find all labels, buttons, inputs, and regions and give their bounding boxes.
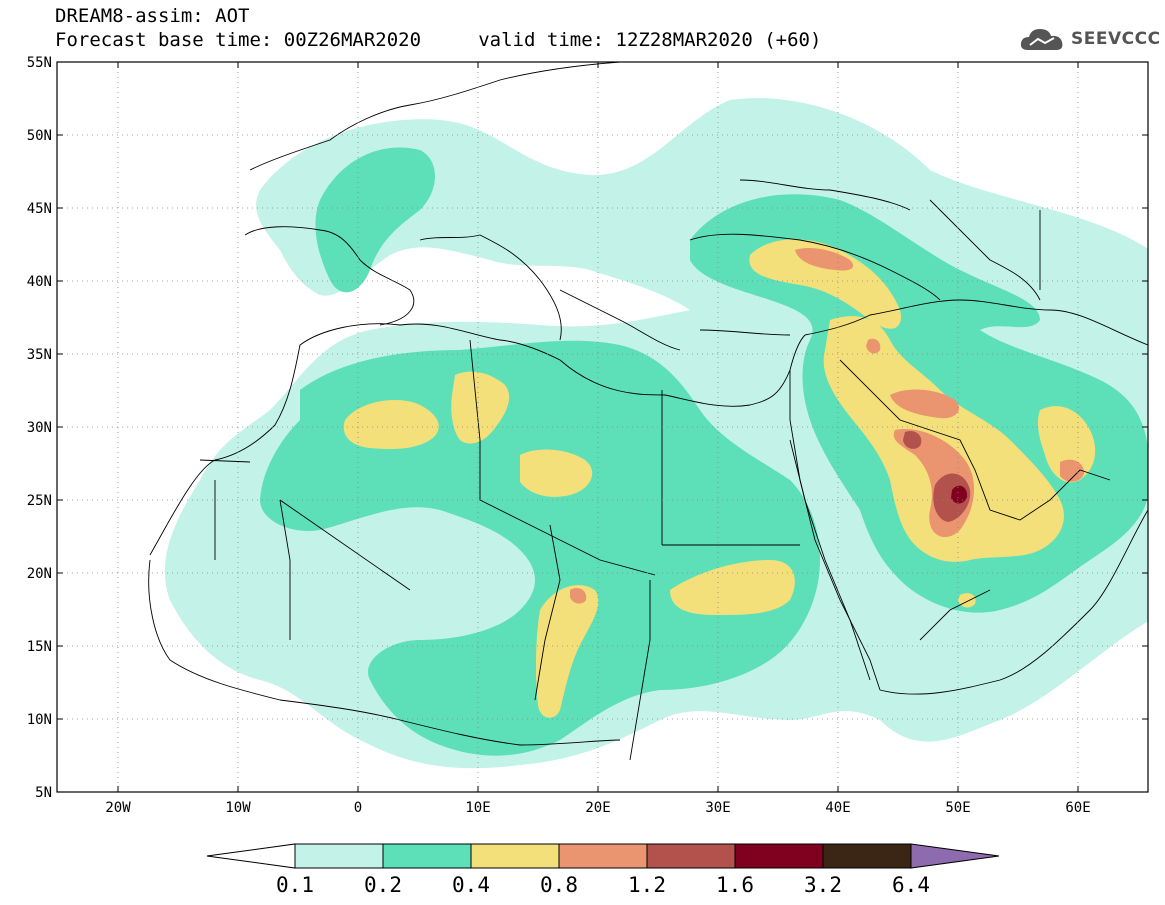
lon-label: 60E: [1065, 800, 1090, 816]
colorbar-label: 6.4: [892, 873, 930, 897]
lat-label: 45N: [27, 201, 52, 217]
aot-band-0.4-0.8: [343, 239, 1096, 718]
colorbar-label: 3.2: [804, 873, 842, 897]
lat-label: 55N: [27, 55, 52, 71]
lat-label: 20N: [27, 566, 52, 582]
graticule: [57, 62, 1148, 792]
aot-band-1.6-3.2: [951, 485, 968, 504]
colorbar-label: 1.6: [716, 873, 754, 897]
lat-label: 30N: [27, 420, 52, 436]
lat-label: 50N: [27, 128, 52, 144]
lat-label: 40N: [27, 274, 52, 290]
colorbar-label: 1.2: [628, 873, 666, 897]
lat-label: 5N: [35, 785, 52, 801]
lon-label: 50E: [945, 800, 970, 816]
ticks: [57, 62, 1148, 792]
colorbar-label: 0.1: [276, 873, 314, 897]
lon-label: 30E: [705, 800, 730, 816]
lon-label: 0: [354, 800, 362, 816]
forecast-time-line: Forecast base time: 00Z26MAR2020 valid t…: [55, 29, 822, 51]
lat-label: 10N: [27, 712, 52, 728]
lon-label: 10E: [465, 800, 490, 816]
cloud-icon: [1020, 29, 1063, 50]
colorbar: [206, 843, 1000, 869]
lon-label: 20E: [585, 800, 610, 816]
lon-label: 10W: [225, 800, 251, 816]
colorbar-box: [470, 843, 560, 869]
coastlines: [148, 62, 1148, 761]
aot-field: [164, 98, 1148, 769]
colorbar-box: [382, 843, 472, 869]
colorbar-box: [294, 843, 384, 869]
colorbar-label: 0.8: [540, 873, 578, 897]
colorbar-label: 0.2: [364, 873, 402, 897]
map-title: DREAM8-assim: AOT: [55, 5, 250, 27]
colorbar-over-triangle: [910, 843, 1000, 869]
colorbar-under-triangle: [206, 843, 296, 869]
lat-label: 25N: [27, 493, 52, 509]
colorbar-box: [734, 843, 824, 869]
lat-label: 35N: [27, 347, 52, 363]
colorbar-box: [822, 843, 912, 869]
lat-labels: 5N 10N 15N 20N 25N 30N 35N 40N 45N 50N 5…: [27, 55, 52, 801]
lon-labels: 20W 10W 0 10E 20E 30E 40E 50E 60E: [105, 800, 1090, 816]
lon-label: 20W: [105, 800, 131, 816]
lat-label: 15N: [27, 639, 52, 655]
colorbar-label: 0.4: [452, 873, 490, 897]
seevccc-logo: SEEVCCC: [1018, 24, 1161, 54]
colorbar-box: [558, 843, 648, 869]
logo-text: SEEVCCC: [1071, 29, 1161, 49]
colorbar-labels: 0.1 0.2 0.4 0.8 1.2 1.6 3.2 6.4: [276, 873, 930, 897]
lon-label: 40E: [825, 800, 850, 816]
colorbar-box: [646, 843, 736, 869]
